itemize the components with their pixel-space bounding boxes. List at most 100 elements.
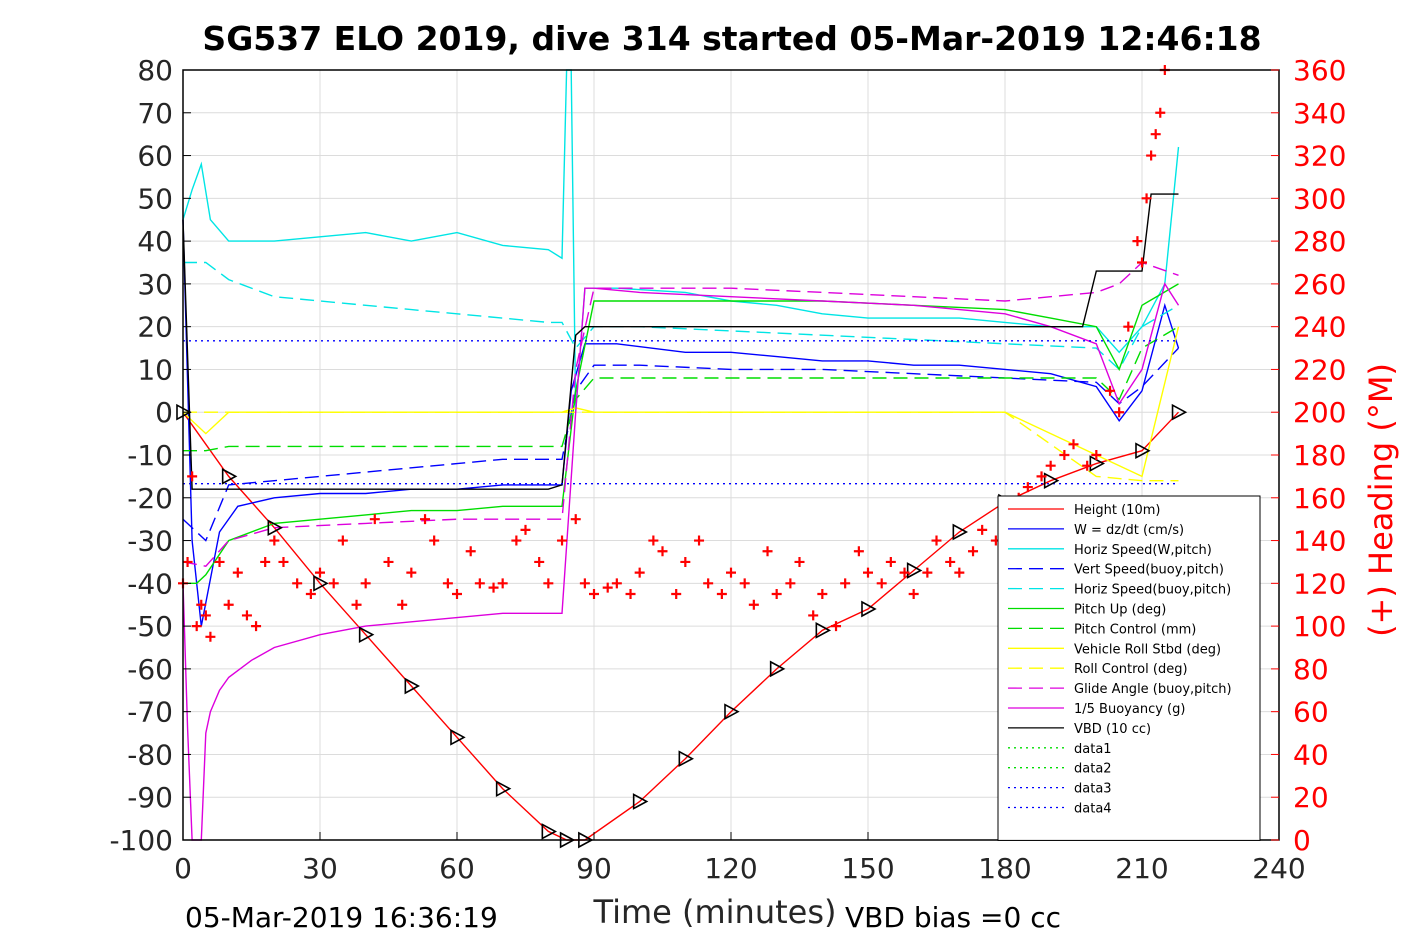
heading-point (557, 535, 568, 546)
y-tick-label: -10 (127, 439, 173, 472)
height-marker (450, 728, 466, 746)
height-marker (541, 823, 558, 840)
x-tick-label: 120 (704, 852, 757, 885)
heading-point (694, 535, 705, 546)
y2-tick-label: 120 (1293, 567, 1346, 600)
heading-point (840, 578, 851, 589)
x-axis-label: Time (minutes) (593, 893, 837, 931)
y2-tick-label: 20 (1293, 781, 1329, 814)
heading-point (771, 589, 782, 600)
series-vehicle-roll-stbd-deg (182, 326, 1180, 478)
series-vbd-10-cc (182, 193, 1179, 490)
legend-entry: data1 (1074, 742, 1112, 757)
x-tick-label: 180 (978, 852, 1031, 885)
heading-point (680, 556, 691, 567)
footer-vbd-bias: VBD bias =0 cc (845, 901, 1061, 934)
y2-tick-label: 240 (1293, 311, 1346, 344)
heading-point (429, 535, 440, 546)
heading-point (543, 578, 554, 589)
legend-entry: Pitch Control (mm) (1074, 622, 1196, 637)
heading-point (465, 546, 476, 557)
legend-entry: 1/5 Buoyancy (g) (1074, 702, 1185, 717)
heading-point (762, 546, 773, 557)
heading-point (292, 578, 303, 589)
y-tick-label: 70 (137, 97, 173, 130)
plot-area (176, 65, 1188, 849)
height-marker (906, 562, 923, 579)
heading-point (223, 599, 234, 610)
heading-point (853, 546, 864, 557)
heading-point (648, 535, 659, 546)
legend: Height (10m) W = dz/dt (cm/s) Horiz Speed(… (997, 495, 1261, 841)
heading-point (369, 514, 380, 525)
y-tick-label: -70 (127, 696, 173, 729)
y-tick-label: 60 (137, 140, 173, 173)
y2-tick-label: 180 (1293, 439, 1346, 472)
heading-point (191, 621, 202, 632)
heading-point (739, 578, 750, 589)
y-tick-label: 10 (137, 353, 173, 386)
heading-point (474, 578, 485, 589)
heading-point (397, 599, 408, 610)
y2-tick-label: 160 (1293, 482, 1346, 515)
y-axis-left: 80 70 60 50 40 30 20 10 0 -10 -20 -30 -40 -50 -60 -70 -8… (109, 54, 191, 857)
y2-tick-label: 0 (1293, 824, 1311, 857)
heading-point (205, 631, 216, 642)
y-tick-label: 40 (137, 225, 173, 258)
legend-entry: Horiz Speed(buoy,pitch) (1074, 583, 1231, 598)
heading-point (716, 589, 727, 600)
y2-tick-label: 300 (1293, 182, 1346, 215)
heading-point (534, 556, 545, 567)
heading-point (251, 621, 262, 632)
heading-point (1146, 150, 1157, 161)
heading-point (726, 567, 736, 578)
series-glide-angle-buoy-pitch (182, 261, 1179, 567)
height-marker (632, 793, 649, 810)
chart-title: SG537 ELO 2019, dive 314 started 05-Mar-… (202, 19, 1261, 58)
y-axis-right: 3603403203002802602402202001801601401201… (1271, 54, 1346, 857)
heading-point (442, 578, 453, 589)
heading-point (214, 556, 225, 567)
height-marker (313, 574, 329, 592)
height-marker (1043, 472, 1060, 490)
heading-point (406, 567, 417, 578)
heading-point (931, 535, 942, 546)
y-tick-label: -30 (127, 525, 173, 558)
heading-point (611, 578, 622, 589)
heading-point (570, 514, 581, 525)
heading-point (831, 621, 842, 632)
y2-tick-label: 100 (1293, 610, 1346, 643)
series-roll-control-deg (183, 411, 1179, 482)
heading-point (488, 582, 499, 593)
heading-point (260, 556, 271, 567)
x-tick-label: 30 (302, 852, 338, 885)
heading-point (1141, 193, 1152, 204)
heading-point (876, 578, 887, 589)
height-marker (724, 703, 740, 721)
legend-entry: data2 (1074, 762, 1112, 777)
heading-point (954, 567, 965, 578)
height-marker (267, 519, 284, 537)
height-marker (1171, 403, 1188, 421)
heading-point (187, 471, 198, 482)
heading-point (497, 578, 508, 589)
heading-point (1036, 471, 1047, 482)
y2-tick-label: 140 (1293, 525, 1346, 558)
legend-entry: W = dz/dt (cm/s) (1074, 523, 1184, 538)
heading-point (360, 578, 371, 589)
x-axis: 0 30 60 90 120 150 180 210 240 (174, 832, 1306, 885)
heading-point (1059, 450, 1070, 460)
y2-tick-label: 320 (1293, 140, 1346, 173)
height-marker (1135, 442, 1151, 460)
height-marker (404, 677, 421, 695)
heading-point (278, 556, 289, 567)
heading-point (1114, 407, 1125, 418)
heading-point (383, 556, 394, 567)
legend-entry: VBD (10 cc) (1074, 722, 1151, 737)
heading-point (794, 556, 805, 567)
heading-point (315, 567, 325, 578)
x-tick-label: 0 (174, 852, 192, 885)
legend-entry: Roll Control (deg) (1074, 662, 1188, 677)
height-marker (815, 622, 832, 639)
legend-entry: Height (10m) (1074, 503, 1160, 518)
